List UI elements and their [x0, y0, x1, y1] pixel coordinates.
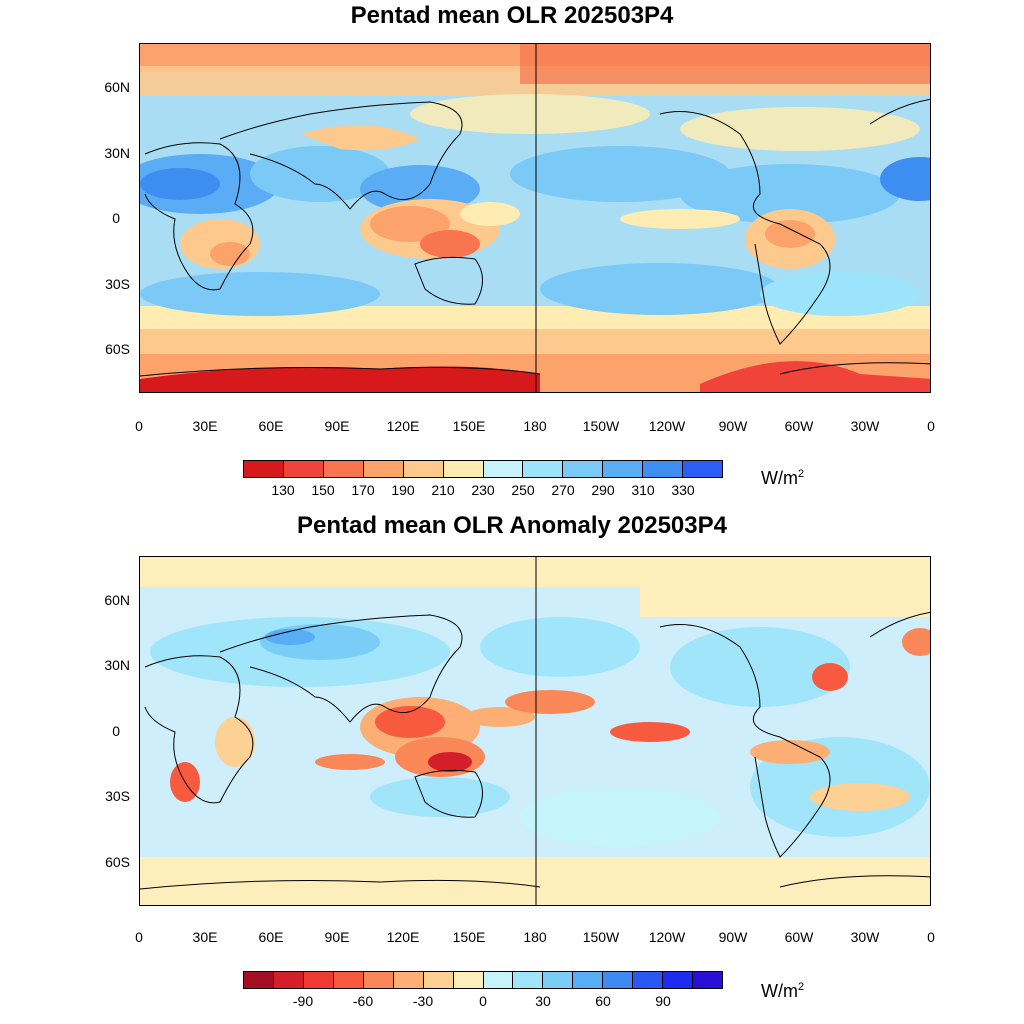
- panel-1-title: Pentad mean OLR 202503P4: [350, 2, 674, 29]
- lon-label: 120E: [386, 929, 420, 945]
- olr-field: [140, 44, 930, 392]
- colorbar-swatch: [423, 972, 454, 988]
- lon-label: 180: [523, 929, 547, 945]
- lat-label-30s: 30S: [105, 276, 130, 292]
- lon-label: 0: [927, 929, 935, 945]
- lon-label: 180: [523, 418, 547, 434]
- colorbar-label: -60: [352, 993, 374, 1009]
- lon-label: 120W: [648, 418, 686, 434]
- lon-label: 60W: [784, 418, 814, 434]
- colorbar-swatch: [633, 972, 664, 988]
- colorbar-label: 150: [311, 482, 335, 498]
- colorbar-swatch: [303, 972, 334, 988]
- colorbar-label: 250: [511, 482, 535, 498]
- lat-label-30n: 30N: [104, 145, 130, 161]
- lon-label: 30E: [192, 418, 218, 434]
- colorbar-swatch: [363, 461, 404, 477]
- colorbar-swatch: [683, 461, 723, 477]
- colorbar-swatch: [573, 972, 604, 988]
- lon-label: 30W: [850, 929, 880, 945]
- anom-lat-label-30n: 30N: [104, 657, 130, 673]
- colorbar-swatch: [443, 461, 484, 477]
- olr-anomaly-units: W/m2: [761, 981, 805, 1001]
- colorbar-label: 90: [655, 993, 671, 1009]
- olr-colorbar: 130 150 170 190 210 230 250 270 290 310 330: [243, 460, 723, 498]
- colorbar-label: 310: [631, 482, 655, 498]
- anom-lat-label-60s: 60S: [105, 854, 130, 870]
- panel-2-title: Pentad mean OLR Anomaly 202503P4: [297, 512, 727, 539]
- colorbar-label: 210: [431, 482, 455, 498]
- colorbar-label: 30: [535, 993, 551, 1009]
- lon-label: 90E: [324, 929, 350, 945]
- lon-label: 30W: [850, 418, 880, 434]
- colorbar-label: 60: [595, 993, 611, 1009]
- colorbar-swatch: [513, 972, 544, 988]
- olr-anomaly-colorbar-boxes: [243, 971, 723, 989]
- lon-label: 30E: [192, 929, 218, 945]
- lon-label: 150W: [582, 929, 620, 945]
- olr-anomaly-colorbar: -90 -60 -30 0 30 60 90: [243, 971, 723, 1009]
- anom-lat-label-30s: 30S: [105, 788, 130, 804]
- colorbar-label: 0: [479, 993, 487, 1009]
- colorbar-swatch: [244, 461, 284, 477]
- lon-label: 120E: [386, 418, 420, 434]
- colorbar-label: 170: [351, 482, 375, 498]
- anom-lat-label-eq: 0: [112, 723, 120, 739]
- lon-label: 90W: [718, 929, 748, 945]
- lon-label: 60W: [784, 929, 814, 945]
- olr-anomaly-map: [139, 556, 931, 906]
- lat-label-60s: 60S: [105, 341, 130, 357]
- lon-label: 90W: [718, 418, 748, 434]
- olr-anomaly-field: [140, 557, 930, 905]
- lon-label: 0: [135, 418, 143, 434]
- colorbar-swatch: [603, 972, 634, 988]
- colorbar-swatch: [523, 461, 564, 477]
- colorbar-label: 290: [591, 482, 615, 498]
- colorbar-swatch: [403, 461, 444, 477]
- lon-label: 0: [135, 929, 143, 945]
- lon-label: 150E: [452, 929, 486, 945]
- colorbar-swatch: [333, 972, 364, 988]
- lon-label: 60E: [258, 929, 284, 945]
- lon-label: 150W: [582, 418, 620, 434]
- colorbar-swatch: [603, 461, 644, 477]
- lat-label-eq: 0: [112, 210, 120, 226]
- colorbar-label: 330: [671, 482, 695, 498]
- lon-label: 90E: [324, 418, 350, 434]
- colorbar-label: -90: [292, 993, 314, 1009]
- colorbar-swatch: [393, 972, 424, 988]
- colorbar-label: 190: [391, 482, 415, 498]
- olr-colorbar-boxes: [243, 460, 723, 478]
- colorbar-swatch: [483, 461, 524, 477]
- lon-label: 0: [927, 418, 935, 434]
- olr-units: W/m2: [761, 468, 805, 488]
- lon-label: 150E: [452, 418, 486, 434]
- lat-label-60n: 60N: [104, 79, 130, 95]
- colorbar-label: 230: [471, 482, 495, 498]
- colorbar-swatch: [483, 972, 514, 988]
- colorbar-swatch: [663, 972, 694, 988]
- colorbar-swatch: [563, 461, 604, 477]
- anom-lat-label-60n: 60N: [104, 592, 130, 608]
- colorbar-label: 130: [271, 482, 295, 498]
- colorbar-label: -30: [412, 993, 434, 1009]
- colorbar-swatch: [323, 461, 364, 477]
- colorbar-swatch: [693, 972, 722, 988]
- colorbar-swatch: [453, 972, 484, 988]
- colorbar-swatch: [543, 972, 574, 988]
- colorbar-swatch: [273, 972, 304, 988]
- colorbar-swatch: [363, 972, 394, 988]
- colorbar-swatch: [283, 461, 324, 477]
- colorbar-swatch: [643, 461, 684, 477]
- colorbar-swatch: [244, 972, 274, 988]
- olr-map: [139, 43, 931, 393]
- lon-label: 120W: [648, 929, 686, 945]
- lon-label: 60E: [258, 418, 284, 434]
- colorbar-label: 270: [551, 482, 575, 498]
